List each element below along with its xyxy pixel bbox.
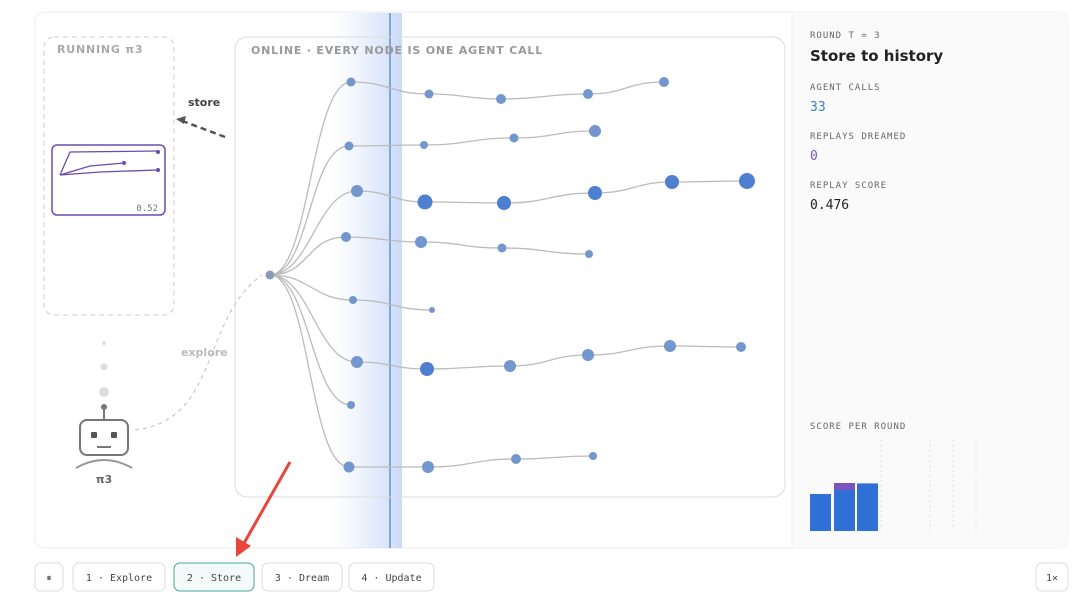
node [589, 452, 597, 460]
node [346, 77, 356, 87]
node [582, 349, 594, 361]
step-label: 1 · Explore [86, 573, 152, 584]
history-thumb [51, 144, 166, 216]
stat-label: REPLAYS DREAMED [810, 132, 906, 142]
agent-icon [75, 404, 133, 469]
node [497, 243, 507, 253]
score-bars [810, 483, 878, 531]
controls: ⏸ 1 · Explore 2 · Store 3 · Dream 4 · Update… [34, 562, 1069, 592]
round-label: ROUND T = 3 [810, 31, 881, 41]
node [424, 89, 434, 99]
node [511, 454, 521, 464]
side-panel-bg [792, 13, 1067, 547]
step-button[interactable] [261, 562, 343, 592]
node [349, 296, 357, 304]
store-label: store [188, 96, 220, 109]
node [664, 340, 676, 352]
pause-button[interactable] [34, 562, 64, 592]
running-title: RUNNING π3 [57, 43, 143, 56]
step-label: 3 · Dream [275, 573, 329, 584]
stat-value: 0 [810, 149, 818, 164]
stat-value: 0.476 [810, 198, 849, 213]
node [351, 185, 363, 197]
heading: Store to history [810, 47, 943, 65]
node [585, 250, 593, 258]
node [659, 77, 669, 87]
node [736, 342, 746, 352]
thumb-score: 0.52 [136, 204, 158, 214]
node [417, 194, 433, 210]
edge [269, 274, 594, 468]
edge [269, 274, 352, 406]
score-bar [834, 483, 855, 531]
node [343, 461, 355, 473]
step-button[interactable] [72, 562, 166, 592]
time-band [330, 13, 402, 548]
online-panel [234, 36, 786, 498]
chart-title: SCORE PER ROUND [810, 422, 906, 432]
node [422, 461, 434, 473]
node [665, 175, 679, 189]
node [429, 307, 435, 313]
speed-label: 1× [1046, 573, 1058, 584]
explore-label: explore [181, 346, 228, 359]
node [588, 186, 602, 200]
step-button[interactable] [173, 562, 255, 592]
speed-button[interactable] [1035, 562, 1069, 592]
root-node [265, 270, 275, 280]
stat-label: REPLAY SCORE [810, 181, 887, 191]
agent-label: π3 [96, 473, 112, 486]
step-label: 2 · Store [187, 573, 241, 584]
node [589, 125, 601, 137]
stats: AGENT CALLS 33 REPLAYS DREAMED 0 REPLAY SCOR… [810, 83, 906, 213]
node [583, 89, 593, 99]
node [344, 141, 354, 151]
pause-icon: ⏸ [47, 573, 52, 584]
node [341, 232, 351, 242]
node [415, 236, 427, 248]
stat-label: AGENT CALLS [810, 83, 881, 93]
tree [265, 77, 755, 473]
node [420, 362, 434, 376]
node [509, 133, 519, 143]
node [496, 94, 506, 104]
node [497, 196, 511, 210]
step-button[interactable] [348, 562, 435, 592]
step-label: 4 · Update [361, 573, 421, 584]
bar-cap [834, 483, 855, 490]
node [420, 141, 428, 149]
score-bar [857, 483, 878, 531]
score-bar [810, 494, 831, 531]
node [504, 360, 516, 372]
online-title: ONLINE · EVERY NODE IS ONE AGENT CALL [251, 44, 543, 57]
node [351, 356, 363, 368]
edge [269, 130, 596, 276]
running-box [43, 36, 175, 316]
node [739, 173, 755, 189]
node [347, 401, 355, 409]
stat-value: 33 [810, 100, 826, 115]
